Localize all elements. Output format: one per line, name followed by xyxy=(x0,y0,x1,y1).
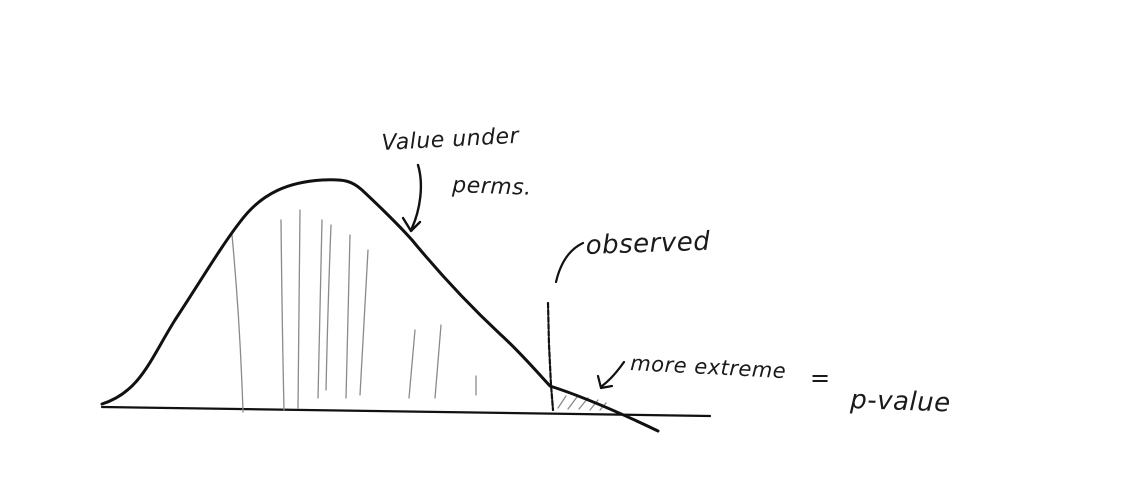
hatch-line xyxy=(317,219,323,399)
tail-hatch-line xyxy=(567,396,578,410)
hatch-line xyxy=(359,249,369,396)
hatch-line xyxy=(434,324,442,399)
tail-label-p-value: p-value xyxy=(849,385,951,419)
tail-hatch-line xyxy=(557,395,567,409)
permutation-distribution-curve xyxy=(100,178,660,433)
curve-fill-hatching xyxy=(231,209,477,413)
distribution-label-arrow xyxy=(401,163,423,233)
tail-label-equals: = xyxy=(810,364,831,392)
tail-label-more-extreme: more extreme xyxy=(630,351,787,383)
hatch-line xyxy=(297,209,301,409)
observed-value-line xyxy=(546,301,555,412)
distribution-label-line2: perms. xyxy=(451,173,532,201)
observed-label: observed xyxy=(585,227,711,261)
tail-hatch-line xyxy=(589,399,599,411)
tail-region-hatching xyxy=(557,395,607,411)
observed-label-arrow xyxy=(554,241,585,284)
hatch-line xyxy=(231,234,244,413)
hatch-line xyxy=(280,219,285,411)
tail-label-arrow xyxy=(596,360,626,390)
hatch-line xyxy=(345,234,351,399)
hatch-line xyxy=(325,224,332,391)
distribution-label-line1: Value under xyxy=(381,124,521,156)
hatch-line xyxy=(408,329,416,399)
